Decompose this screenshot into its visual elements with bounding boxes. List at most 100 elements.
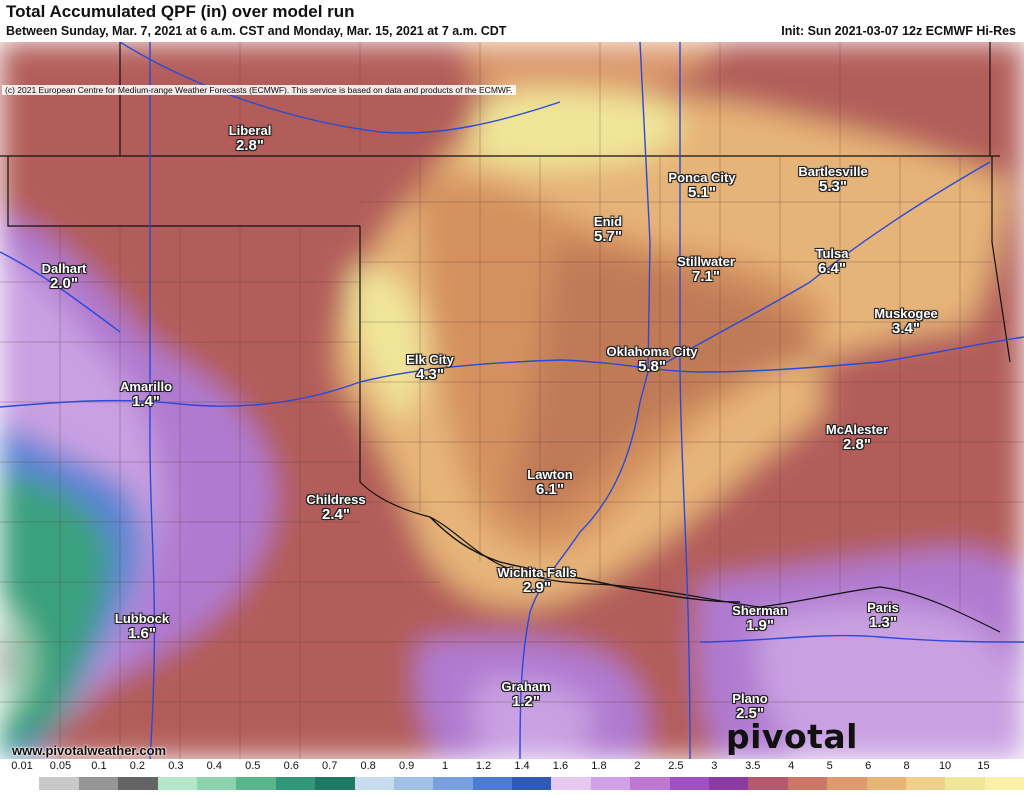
legend-labels: 0.01 0.05 0.1 0.2 0.3 0.4 0.5 0.6 0.7 0.8 0.9 1 1.2 1… xyxy=(0,760,1024,774)
model-init: Init: Sun 2021-03-07 12z ECMWF Hi-Res xyxy=(781,24,1016,38)
legend-swatch xyxy=(748,777,788,790)
legend-tick-label: 2.5 xyxy=(668,760,684,772)
city-label-tulsa: Tulsa 6.4" xyxy=(816,247,849,276)
legend-swatch xyxy=(157,777,197,790)
legend-tick-label: 1.6 xyxy=(552,760,569,772)
city-qpf-value: 6.1" xyxy=(536,480,564,498)
city-label-elk-city: Elk City 4.3" xyxy=(406,353,454,382)
site-url[interactable]: www.pivotalweather.com xyxy=(12,743,167,758)
city-label-enid: Enid 5.7" xyxy=(594,215,622,244)
legend-tick-label: 0.8 xyxy=(360,760,376,772)
legend-swatch xyxy=(78,777,119,790)
legend-tick-label: 0.2 xyxy=(129,760,146,772)
city-qpf-value: 6.4" xyxy=(818,259,846,277)
city-label-mcalester: McAlester 2.8" xyxy=(826,423,888,452)
city-name: Oklahoma City xyxy=(606,344,698,359)
city-name: Bartlesville xyxy=(798,164,868,179)
legend-swatch xyxy=(275,777,316,790)
legend-tick-label: 0.6 xyxy=(283,760,299,772)
legend-swatch xyxy=(630,777,670,790)
city-qpf-value: 2.9" xyxy=(523,578,551,596)
city-label-plano: Plano 2.5" xyxy=(732,692,767,721)
city-name: McAlester xyxy=(825,422,889,437)
legend-tick-label: 4 xyxy=(788,760,795,772)
city-label-graham: Graham 1.2" xyxy=(501,680,550,709)
city-label-muskogee: Muskogee 3.4" xyxy=(874,307,938,336)
city-qpf-value: 4.3" xyxy=(416,365,444,383)
city-label-wichita-falls: Wichita Falls 2.9" xyxy=(497,566,576,595)
legend-tick-label: 0.5 xyxy=(245,760,261,772)
city-name: Amarillo xyxy=(119,379,173,394)
city-label-stillwater: Stillwater 7.1" xyxy=(677,255,735,284)
legend-swatch xyxy=(551,777,591,790)
city-qpf-value: 2.5" xyxy=(736,704,764,722)
city-label-lubbock: Lubbock 1.6" xyxy=(115,612,169,641)
city-name: Ponca City xyxy=(668,170,736,185)
legend-tick-label: 0.7 xyxy=(322,760,338,772)
city-qpf-value: 2.4" xyxy=(322,505,350,523)
city-qpf-value: 1.9" xyxy=(746,616,774,634)
legend-swatch xyxy=(512,777,552,790)
city-qpf-value: 5.3" xyxy=(819,177,847,195)
city-label-amarillo: Amarillo 1.4" xyxy=(120,380,172,409)
legend-swatch xyxy=(945,777,985,790)
precip-map: (c) 2021 European Centre for Medium-rang… xyxy=(0,42,1024,759)
legend-colorbar xyxy=(0,777,1024,790)
legend-tick-label: 15 xyxy=(977,760,990,772)
legend-swatch xyxy=(984,777,1024,790)
legend-swatch xyxy=(393,777,434,790)
legend-swatch xyxy=(236,777,276,790)
legend-tick-label: 0.01 xyxy=(11,760,33,772)
city-name: Lubbock xyxy=(114,611,170,626)
legend-tick-label: 10 xyxy=(938,760,952,772)
city-name: Graham xyxy=(501,679,551,694)
legend-swatch xyxy=(905,777,946,790)
city-label-bartlesville: Bartlesville 5.3" xyxy=(798,165,867,194)
city-label-paris: Paris 1.3" xyxy=(867,601,899,630)
legend-tick-label: 0.05 xyxy=(49,760,72,772)
city-qpf-value: 2.0" xyxy=(50,274,78,292)
city-label-dalhart: Dalhart 2.0" xyxy=(42,262,87,291)
city-qpf-value: 2.8" xyxy=(843,435,871,453)
highways xyxy=(0,42,1024,759)
legend-tick-label: 0.4 xyxy=(206,760,222,772)
legend-swatch xyxy=(709,777,749,790)
county-lines xyxy=(0,42,1024,759)
city-name: Paris xyxy=(867,600,899,615)
legend-tick-label: 1 xyxy=(442,760,449,772)
legend-swatch xyxy=(433,777,473,790)
city-qpf-value: 3.4" xyxy=(892,319,920,337)
header: Total Accumulated QPF (in) over model ru… xyxy=(0,0,1024,42)
city-name: Enid xyxy=(593,214,623,229)
city-label-liberal: Liberal 2.8" xyxy=(229,124,272,153)
city-label-ponca-city: Ponca City 5.1" xyxy=(668,171,735,200)
city-name: Childress xyxy=(306,492,366,507)
city-name: Liberal xyxy=(228,123,272,138)
city-name: Stillwater xyxy=(677,254,735,269)
legend-swatch xyxy=(590,777,631,790)
copyright-notice: (c) 2021 European Centre for Medium-rang… xyxy=(2,85,516,95)
city-name: Muskogee xyxy=(874,306,938,321)
legend-swatch xyxy=(787,777,828,790)
legend-tick-label: 1.2 xyxy=(475,760,492,772)
city-label-sherman: Sherman 1.9" xyxy=(732,604,788,633)
city-name: Lawton xyxy=(527,467,573,482)
city-qpf-value: 1.6" xyxy=(128,624,156,642)
legend-swatch xyxy=(315,777,355,790)
city-qpf-value: 2.8" xyxy=(236,136,264,154)
legend-tick-label: 1.8 xyxy=(591,760,607,772)
city-qpf-value: 1.2" xyxy=(512,692,540,710)
city-name: Plano xyxy=(732,691,768,706)
legend-swatch xyxy=(118,777,158,790)
city-name: Elk City xyxy=(406,352,454,367)
legend-swatch xyxy=(866,777,906,790)
city-name: Wichita Falls xyxy=(497,565,577,580)
city-name: Sherman xyxy=(732,603,788,618)
legend-tick-label: 0.3 xyxy=(168,760,184,772)
city-label-childress: Childress 2.4" xyxy=(306,493,365,522)
city-qpf-value: 5.8" xyxy=(638,357,666,375)
legend-tick-label: 6 xyxy=(865,760,872,772)
legend: 0.01 0.05 0.1 0.2 0.3 0.4 0.5 0.6 0.7 0.8 0.9 1 1.2 1… xyxy=(0,759,1024,791)
legend-tick-label: 0.9 xyxy=(398,760,415,772)
legend-tick-label: 0.1 xyxy=(91,760,107,772)
